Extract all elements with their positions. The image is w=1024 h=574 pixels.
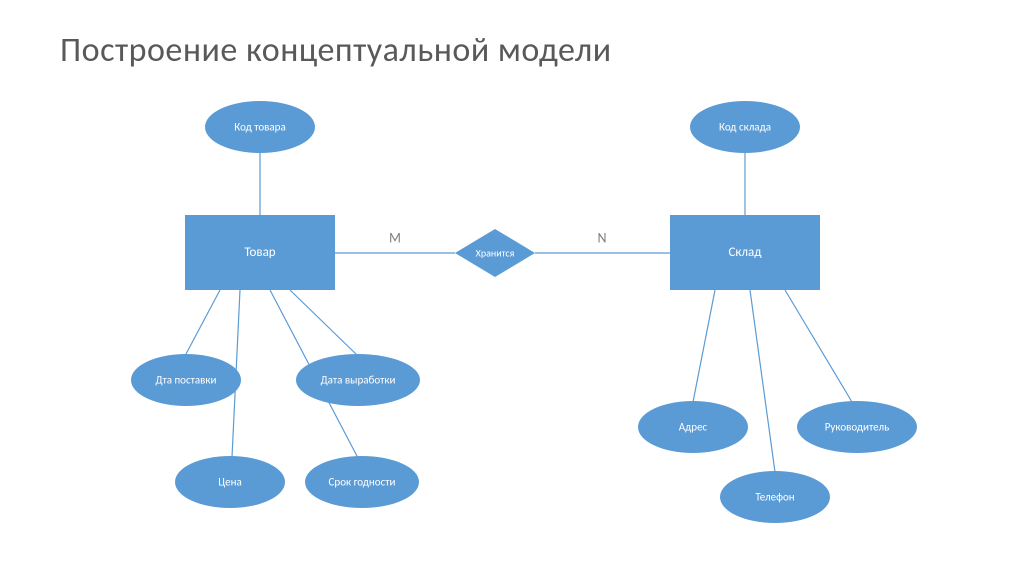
attribute-label-tsena: Цена	[218, 476, 242, 489]
edge-tovar-dta_postavki	[186, 290, 220, 354]
edge-sklad-rukovoditel	[785, 290, 852, 402]
attribute-label-telefon: Телефон	[755, 491, 794, 504]
attribute-label-srok_godnosti: Срок годности	[329, 476, 396, 489]
attribute-label-kod_tovara: Код товара	[234, 121, 285, 134]
cardinality-m: M	[389, 230, 401, 247]
relation-label-hranitsya: Хранится	[476, 247, 515, 260]
entity-label-sklad: Склад	[728, 245, 762, 260]
edge-tovar-data_vyrabotki	[290, 290, 358, 356]
er-diagram: M N Товар Склад Хранится Код товара Дта постав…	[0, 0, 1024, 574]
edge-sklad-adres	[693, 290, 715, 402]
attribute-label-kod_sklada: Код склада	[719, 121, 771, 134]
attribute-label-dta_postavki: Дта поставки	[156, 374, 217, 387]
entity-label-tovar: Товар	[244, 245, 275, 260]
edge-sklad-telefon	[750, 290, 775, 472]
attribute-label-rukovoditel: Руководитель	[825, 421, 890, 434]
cardinality-n: N	[597, 230, 606, 247]
attribute-label-adres: Адрес	[679, 421, 708, 434]
attribute-label-data_vyrabotki: Дата выработки	[321, 374, 396, 387]
